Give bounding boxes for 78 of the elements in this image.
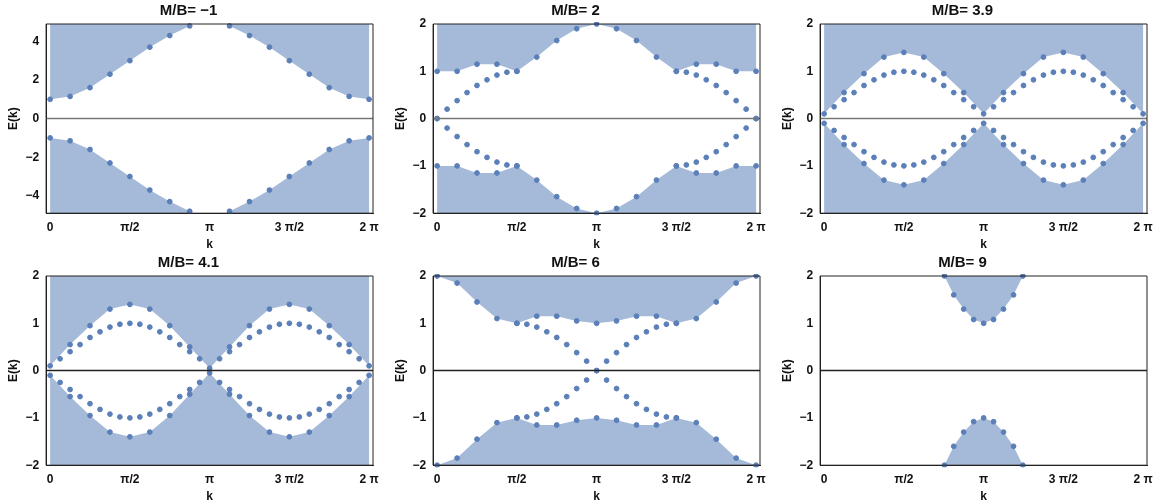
x-tick-label: 2 π: [1133, 471, 1153, 486]
y-tick-label: 0: [806, 362, 814, 377]
x-tick-label: 2 π: [359, 471, 379, 486]
x-tick-label: 0: [46, 219, 54, 234]
y-tick-label: −2: [412, 457, 427, 472]
y-tick-label: 1: [806, 315, 814, 330]
x-tick-label: 0: [820, 219, 828, 234]
y-tick-label: −1: [412, 158, 427, 173]
y-tick-label: −2: [412, 205, 427, 220]
x-tick-label: π: [979, 471, 989, 486]
y-tick-label: 0: [32, 110, 40, 125]
x-tick-label: 2 π: [359, 219, 379, 234]
x-tick-label: 2 π: [746, 471, 766, 486]
y-tick-label: −1: [25, 410, 40, 425]
y-tick-label: −1: [799, 410, 814, 425]
x-tick-label: π: [592, 219, 602, 234]
x-tick-label: π: [592, 471, 602, 486]
y-tick-label: −1: [412, 410, 427, 425]
x-tick-label: 3 π/2: [661, 471, 692, 486]
x-tick-label: π: [979, 219, 989, 234]
x-tick-label: 0: [46, 471, 54, 486]
y-tick-label: 4: [32, 33, 40, 48]
y-axis-title: E(k): [779, 107, 794, 130]
y-tick-label: −4: [25, 188, 40, 203]
y-tick-label: −1: [799, 158, 814, 173]
x-axis-title: k: [206, 237, 214, 252]
x-tick-label: π: [205, 471, 215, 486]
y-tick-label: 0: [32, 362, 40, 377]
chart-title: M/B= 9: [938, 253, 987, 271]
x-tick-label: π: [205, 219, 215, 234]
y-axis-title: E(k): [779, 359, 794, 382]
x-tick-label: 2 π: [1133, 219, 1153, 234]
x-tick-label: 0: [433, 219, 441, 234]
y-tick-label: 0: [419, 362, 427, 377]
y-tick-label: 1: [806, 63, 814, 78]
x-axis-title: k: [980, 489, 988, 504]
chart-title: M/B= 2: [551, 1, 600, 19]
x-tick-label: 0: [433, 471, 441, 486]
x-tick-label: π/2: [120, 219, 140, 234]
y-tick-label: 1: [419, 315, 427, 330]
chart-title: M/B= 4.1: [157, 253, 220, 271]
y-tick-label: 2: [806, 16, 814, 31]
y-tick-label: −2: [25, 457, 40, 472]
x-tick-label: π/2: [894, 219, 914, 234]
chart-title: M/B= 3.9: [931, 1, 994, 19]
x-axis-title: k: [593, 489, 601, 504]
y-tick-label: 2: [419, 16, 427, 31]
y-tick-label: −2: [25, 149, 40, 164]
y-axis-title: E(k): [392, 359, 407, 382]
x-tick-label: π/2: [894, 471, 914, 486]
x-tick-label: π/2: [507, 219, 527, 234]
x-tick-label: 2 π: [746, 219, 766, 234]
y-tick-label: −2: [799, 205, 814, 220]
x-tick-label: 3 π/2: [1048, 219, 1079, 234]
x-tick-label: 3 π/2: [661, 219, 692, 234]
x-tick-label: 3 π/2: [274, 471, 305, 486]
y-tick-label: 0: [419, 110, 427, 125]
y-tick-label: 1: [419, 63, 427, 78]
y-tick-label: 1: [32, 315, 40, 330]
y-tick-label: 2: [419, 268, 427, 283]
y-axis-title: E(k): [5, 359, 20, 382]
x-axis-title: k: [980, 237, 988, 252]
chart-title: M/B= −1: [159, 1, 218, 19]
x-tick-label: 0: [820, 471, 828, 486]
x-axis-title: k: [593, 237, 601, 252]
y-tick-label: 2: [32, 268, 40, 283]
y-tick-label: −2: [799, 457, 814, 472]
x-tick-label: π/2: [120, 471, 140, 486]
y-tick-label: 0: [806, 110, 814, 125]
x-tick-label: 3 π/2: [274, 219, 305, 234]
y-tick-label: 2: [32, 72, 40, 87]
x-axis-title: k: [206, 489, 214, 504]
x-tick-label: π/2: [507, 471, 527, 486]
y-tick-label: 2: [806, 268, 814, 283]
chart-title: M/B= 6: [551, 253, 600, 271]
y-axis-title: E(k): [5, 107, 20, 130]
x-tick-label: 3 π/2: [1048, 471, 1079, 486]
y-axis-title: E(k): [392, 107, 407, 130]
